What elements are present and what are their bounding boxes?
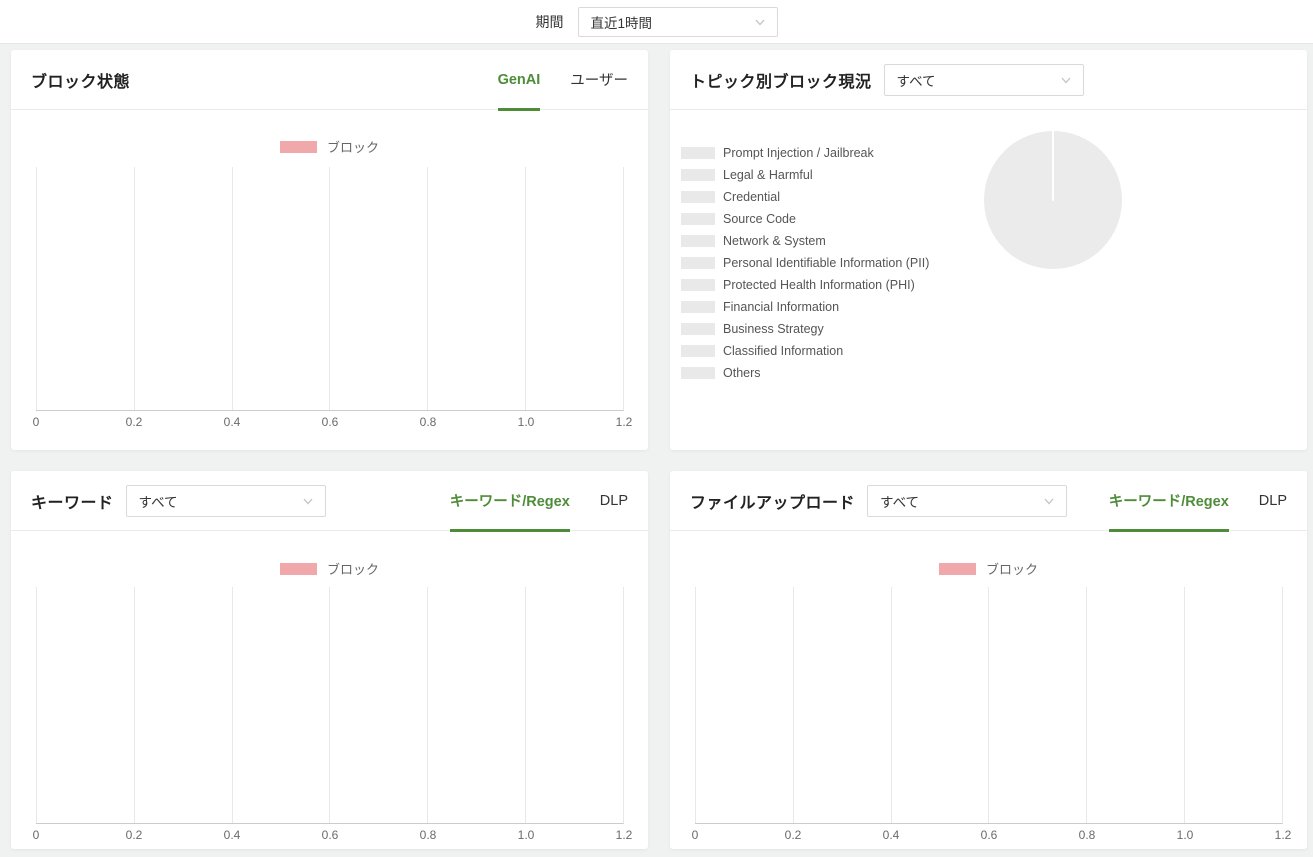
x-tick: 0 — [32, 828, 40, 842]
x-tick: 1.0 — [517, 415, 535, 429]
topic-legend: Prompt Injection / Jailbreak Legal & Har… — [681, 142, 929, 384]
chevron-down-icon — [1042, 494, 1056, 508]
keyword-title: キーワード — [31, 494, 114, 512]
topic-block-title: トピック別ブロック現況 — [690, 73, 872, 91]
x-tick: 1.2 — [615, 415, 633, 429]
legend-item-business-strategy[interactable]: Business Strategy — [681, 318, 929, 340]
block-status-header: ブロック状態 GenAI ユーザー — [11, 50, 648, 111]
period-select-value: 直近1時間 — [590, 15, 653, 31]
legend-swatch — [681, 345, 715, 357]
keyword-filter-select[interactable]: すべて — [125, 484, 326, 517]
x-tick: 0 — [691, 828, 699, 842]
block-status-chart: ブロック 0 0.2 0.4 0.6 0.8 1.0 1.2 — [11, 110, 648, 431]
x-tick: 0.4 — [882, 828, 900, 842]
legend-item-source-code[interactable]: Source Code — [681, 208, 929, 230]
block-status-title: ブロック状態 — [31, 73, 131, 91]
x-tick: 1.0 — [1176, 828, 1194, 842]
file-upload-panel: ファイルアップロード すべて キーワード/Regex DLP ブロック 0 0.… — [670, 471, 1307, 849]
x-tick: 1.2 — [1274, 828, 1292, 842]
legend-swatch — [681, 323, 715, 335]
keyword-chart: ブロック 0 0.2 0.4 0.6 0.8 1.0 1.2 — [11, 531, 648, 844]
keyword-panel: キーワード すべて キーワード/Regex DLP ブロック 0 0.2 0.4… — [11, 471, 648, 849]
x-tick: 0.4 — [223, 828, 241, 842]
file-upload-title: ファイルアップロード — [690, 494, 856, 512]
topic-filter-value: すべて — [896, 73, 936, 89]
x-tick: 0.8 — [1078, 828, 1096, 842]
legend-swatch — [681, 257, 715, 269]
chevron-down-icon — [753, 15, 767, 29]
legend-swatch — [681, 191, 715, 203]
x-tick: 0.2 — [125, 415, 143, 429]
x-tick: 0.8 — [419, 415, 437, 429]
block-legend-label: ブロック — [326, 562, 379, 577]
x-tick: 0.8 — [419, 828, 437, 842]
block-legend-label: ブロック — [985, 562, 1038, 577]
tab-user[interactable]: ユーザー — [570, 73, 628, 89]
x-tick: 1.0 — [517, 828, 535, 842]
period-label: 期間 — [535, 13, 564, 30]
legend-swatch — [681, 213, 715, 225]
x-tick: 0.4 — [223, 415, 241, 429]
x-tick: 0.6 — [321, 828, 339, 842]
file-upload-filter-select[interactable]: すべて — [867, 484, 1068, 517]
block-legend[interactable]: ブロック — [11, 110, 648, 156]
keyword-header: キーワード すべて キーワード/Regex DLP — [11, 471, 648, 532]
keyword-filter-value: すべて — [138, 494, 178, 510]
legend-swatch — [681, 147, 715, 159]
x-tick: 0.2 — [784, 828, 802, 842]
bar-chart-plot — [695, 587, 1283, 824]
chevron-down-icon — [1059, 73, 1073, 87]
legend-item-classified[interactable]: Classified Information — [681, 340, 929, 362]
x-axis-labels: 0 0.2 0.4 0.6 0.8 1.0 1.2 — [32, 828, 633, 844]
bar-chart-plot — [36, 167, 624, 411]
legend-item-others[interactable]: Others — [681, 362, 929, 384]
block-status-tabs: GenAI ユーザー — [497, 50, 628, 111]
legend-swatch — [681, 301, 715, 313]
x-tick: 0.6 — [321, 415, 339, 429]
file-upload-header: ファイルアップロード すべて キーワード/Regex DLP — [670, 471, 1307, 532]
x-tick: 0 — [32, 415, 40, 429]
x-tick: 0.6 — [980, 828, 998, 842]
legend-swatch — [681, 279, 715, 291]
tab-keyword-regex[interactable]: キーワード/Regex — [449, 471, 570, 532]
topic-block-header: トピック別ブロック現況 すべて — [670, 50, 1307, 110]
file-upload-chart: ブロック 0 0.2 0.4 0.6 0.8 1.0 1.2 — [670, 531, 1307, 844]
tab-keyword-regex[interactable]: キーワード/Regex — [1108, 471, 1229, 532]
period-toolbar: 期間 直近1時間 — [0, 0, 1313, 44]
period-select[interactable]: 直近1時間 — [577, 6, 778, 37]
donut-slice-gap — [1052, 131, 1054, 199]
legend-item-prompt-injection[interactable]: Prompt Injection / Jailbreak — [681, 142, 929, 164]
file-upload-filter-value: すべて — [880, 494, 920, 510]
block-legend[interactable]: ブロック — [11, 531, 648, 578]
block-legend-swatch — [938, 562, 976, 575]
block-status-panel: ブロック状態 GenAI ユーザー ブロック 0 0.2 0.4 0.6 0.8… — [11, 50, 648, 450]
legend-swatch — [681, 235, 715, 247]
block-legend-swatch — [279, 140, 317, 153]
x-tick: 1.2 — [615, 828, 633, 842]
topic-filter-select[interactable]: すべて — [883, 63, 1084, 96]
block-legend-swatch — [279, 562, 317, 575]
chevron-down-icon — [301, 494, 315, 508]
keyword-tabs: キーワード/Regex DLP — [449, 471, 628, 532]
legend-item-phi[interactable]: Protected Health Information (PHI) — [681, 274, 929, 296]
legend-item-network-system[interactable]: Network & System — [681, 230, 929, 252]
legend-swatch — [681, 169, 715, 181]
tab-dlp[interactable]: DLP — [1258, 492, 1287, 509]
legend-item-pii[interactable]: Personal Identifiable Information (PII) — [681, 252, 929, 274]
x-axis-labels: 0 0.2 0.4 0.6 0.8 1.0 1.2 — [691, 828, 1292, 844]
x-tick: 0.2 — [125, 828, 143, 842]
file-upload-tabs: キーワード/Regex DLP — [1108, 471, 1287, 532]
topic-block-panel: トピック別ブロック現況 すべて Prompt Injection / Jailb… — [670, 50, 1307, 450]
bar-chart-plot — [36, 587, 624, 824]
tab-genai[interactable]: GenAI — [497, 50, 540, 111]
block-legend[interactable]: ブロック — [670, 531, 1307, 578]
legend-item-financial[interactable]: Financial Information — [681, 296, 929, 318]
tab-dlp[interactable]: DLP — [599, 492, 628, 509]
x-axis-labels: 0 0.2 0.4 0.6 0.8 1.0 1.2 — [32, 415, 633, 431]
legend-item-legal-harmful[interactable]: Legal & Harmful — [681, 164, 929, 186]
donut-chart — [984, 131, 1122, 269]
legend-item-credential[interactable]: Credential — [681, 186, 929, 208]
legend-swatch — [681, 367, 715, 379]
block-legend-label: ブロック — [326, 140, 379, 155]
